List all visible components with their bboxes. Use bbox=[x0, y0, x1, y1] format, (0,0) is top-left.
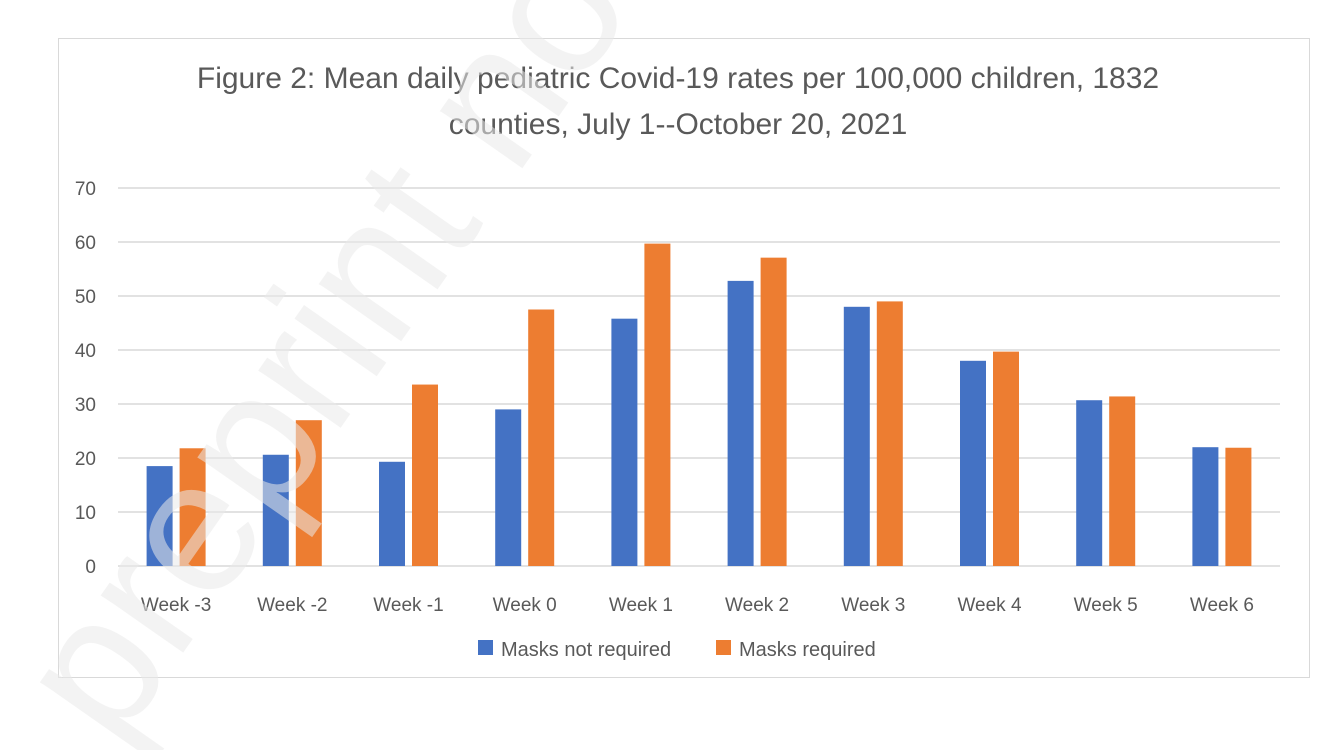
y-tick-label: 0 bbox=[85, 557, 96, 578]
x-tick-label: Week 3 bbox=[841, 595, 905, 616]
bar-masks-required-week3 bbox=[876, 301, 903, 566]
gridlines bbox=[118, 187, 1280, 567]
legend-label-masks-required: Masks required bbox=[739, 639, 876, 661]
y-tick-label: 40 bbox=[75, 341, 96, 362]
x-tick-label: Week 6 bbox=[1190, 595, 1254, 616]
x-tick-label: Week 1 bbox=[609, 595, 673, 616]
bar-masks-required-weekminus2 bbox=[295, 420, 322, 566]
y-tick-label: 60 bbox=[75, 233, 96, 254]
x-tick-label: Week -1 bbox=[373, 595, 443, 616]
x-tick-label: Week 5 bbox=[1074, 595, 1138, 616]
bar-masks-required-weekminus1 bbox=[412, 384, 438, 566]
bar-masks-required-week4 bbox=[993, 351, 1019, 566]
bar-masks-not-required-week4 bbox=[960, 360, 986, 566]
bar-masks-not-required-week5 bbox=[1076, 400, 1103, 566]
x-tick-label: Week 0 bbox=[493, 595, 557, 616]
bar-masks-required-week5 bbox=[1109, 396, 1136, 566]
x-tick-label: Week 2 bbox=[725, 595, 789, 616]
bar-masks-required-week2 bbox=[760, 257, 787, 566]
y-tick-label: 70 bbox=[75, 179, 96, 200]
y-tick-label: 30 bbox=[75, 395, 96, 416]
chart-title-line-1: Figure 2: Mean daily pediatric Covid-19 … bbox=[197, 62, 1159, 95]
bar-masks-not-required-week1 bbox=[611, 318, 638, 566]
bars bbox=[146, 243, 1252, 566]
bar-masks-required-week0 bbox=[528, 309, 555, 566]
bar-masks-required-weekminus3 bbox=[179, 448, 206, 566]
chart-title-line-2: counties, July 1--October 20, 2021 bbox=[449, 108, 908, 141]
legend-swatch-masks-not-required bbox=[478, 640, 493, 655]
bar-masks-not-required-week0 bbox=[495, 409, 522, 566]
y-tick-label: 10 bbox=[75, 503, 96, 524]
chart-frame bbox=[58, 38, 1310, 678]
bar-masks-not-required-weekminus2 bbox=[262, 454, 289, 566]
y-tick-label: 20 bbox=[75, 449, 96, 470]
legend-swatch-masks-required bbox=[716, 640, 731, 655]
tick-labels: 0 10 20 30 40 50 60 70 Week -3 Week -2 Week -1 Week… bbox=[75, 179, 1254, 616]
bar-masks-not-required-week2 bbox=[727, 280, 754, 566]
bar-masks-not-required-week3 bbox=[843, 306, 870, 566]
x-tick-label: Week 4 bbox=[957, 595, 1022, 616]
legend-label-masks-not-required: Masks not required bbox=[501, 639, 671, 661]
x-tick-label: Week -2 bbox=[257, 595, 327, 616]
y-tick-label: 50 bbox=[75, 287, 96, 308]
bar-masks-required-week1 bbox=[644, 243, 671, 566]
bar-masks-not-required-weekminus1 bbox=[379, 461, 405, 566]
bar-masks-required-week6 bbox=[1225, 447, 1252, 566]
bar-masks-not-required-week6 bbox=[1192, 447, 1219, 566]
bar-masks-not-required-weekminus3 bbox=[146, 466, 173, 566]
legend: Masks not required Masks required bbox=[478, 639, 876, 661]
x-tick-label: Week -3 bbox=[141, 595, 211, 616]
